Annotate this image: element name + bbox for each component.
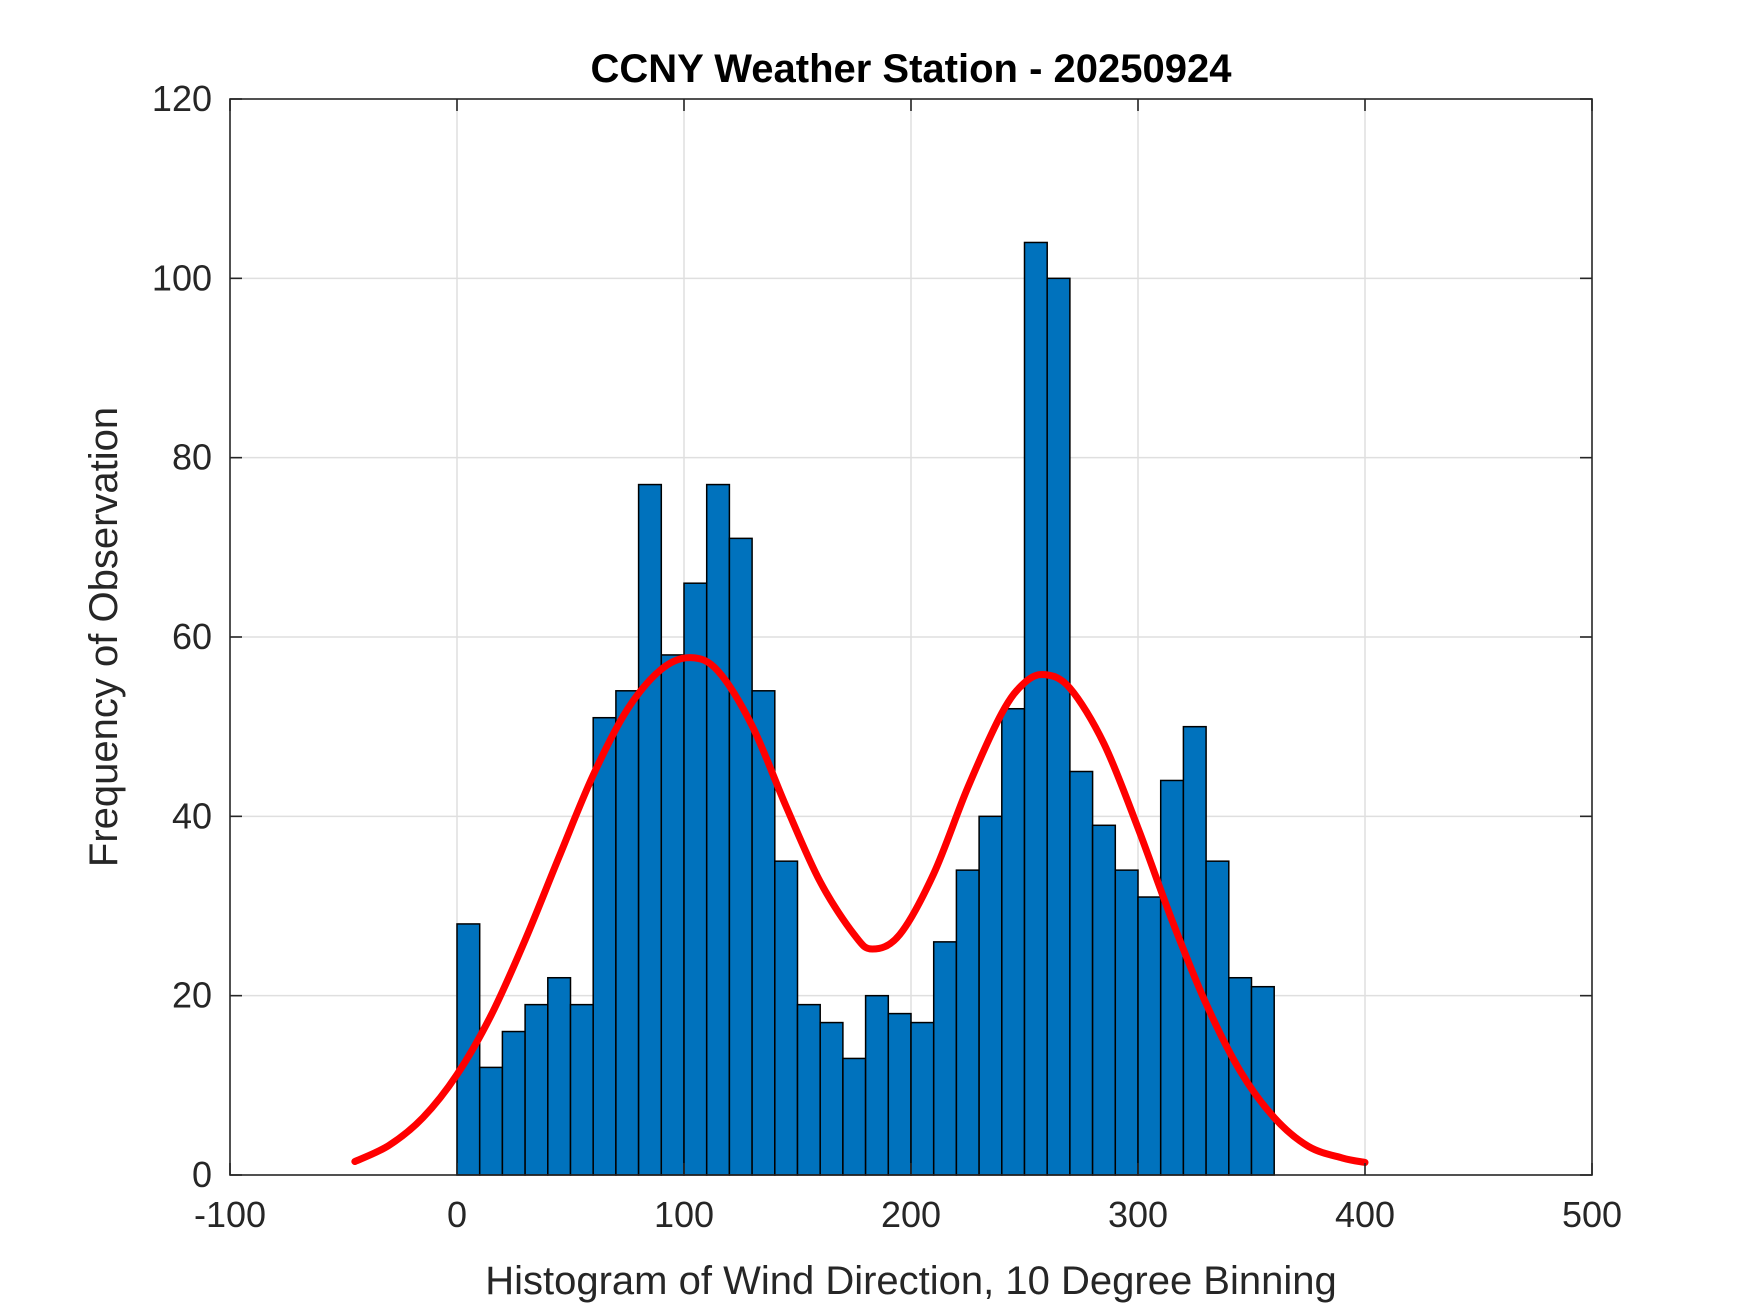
fit-curve-line bbox=[351, 654, 1369, 1166]
histogram-bar bbox=[1159, 779, 1185, 1176]
histogram-bar bbox=[819, 1021, 844, 1176]
y-tick-label: 0 bbox=[192, 1154, 212, 1195]
histogram-bar bbox=[660, 654, 685, 1176]
histogram-bar bbox=[887, 1012, 912, 1176]
histogram-bar bbox=[1046, 277, 1071, 1176]
histogram-bar bbox=[978, 815, 1003, 1176]
histogram-bar bbox=[864, 994, 890, 1176]
y-tick-label: 80 bbox=[172, 437, 212, 478]
histogram-bar bbox=[547, 976, 572, 1176]
histogram-bar bbox=[932, 941, 958, 1176]
histogram-bar bbox=[796, 1003, 821, 1176]
x-axis-label: Histogram of Wind Direction, 10 Degree B… bbox=[485, 1259, 1337, 1303]
y-tick-label: 120 bbox=[152, 78, 212, 119]
y-tick-label: 100 bbox=[152, 257, 212, 298]
histogram-bar bbox=[955, 869, 980, 1176]
x-tick-label: 0 bbox=[447, 1194, 467, 1235]
histogram-bar bbox=[569, 1003, 594, 1176]
histogram-bar bbox=[1091, 824, 1117, 1176]
y-tick-label: 40 bbox=[172, 795, 212, 836]
histogram-bar bbox=[842, 1057, 867, 1176]
histogram-bar bbox=[615, 690, 640, 1176]
histogram-bar bbox=[1069, 770, 1094, 1176]
histogram-bar bbox=[1114, 869, 1139, 1176]
y-tick-label: 60 bbox=[172, 616, 212, 657]
histogram-bar bbox=[1023, 241, 1048, 1176]
chart-title: CCNY Weather Station - 20250924 bbox=[591, 47, 1233, 91]
histogram-bar bbox=[524, 1003, 549, 1176]
x-tick-label: 300 bbox=[1108, 1194, 1168, 1235]
histogram-bar bbox=[1137, 896, 1162, 1176]
histogram-bar bbox=[910, 1021, 935, 1176]
histogram-bar bbox=[728, 537, 753, 1176]
x-tick-label: 500 bbox=[1562, 1194, 1622, 1235]
histogram-bar bbox=[683, 582, 708, 1176]
histogram-bar bbox=[1001, 707, 1026, 1176]
histogram-bar bbox=[705, 483, 731, 1176]
y-axis-label: Frequency of Observation bbox=[82, 407, 126, 867]
x-tick-label: -100 bbox=[194, 1194, 266, 1235]
x-tick-label: 100 bbox=[654, 1194, 714, 1235]
histogram-bar bbox=[478, 1066, 504, 1176]
histogram-bar bbox=[592, 716, 617, 1176]
fit-curve-layer bbox=[351, 654, 1369, 1166]
histogram-bars bbox=[456, 241, 1275, 1176]
x-tick-label: 400 bbox=[1335, 1194, 1395, 1235]
y-tick-label: 20 bbox=[172, 975, 212, 1016]
histogram-bar bbox=[774, 860, 799, 1176]
x-tick-label: 200 bbox=[881, 1194, 941, 1235]
x-tick-labels: -100 0 100 200 300 400 500 bbox=[194, 1194, 1622, 1235]
histogram-bar bbox=[637, 483, 663, 1176]
y-tick-labels: 0 20 40 60 80 100 120 bbox=[152, 78, 212, 1195]
axis-ticks bbox=[229, 98, 1593, 1176]
histogram-bar bbox=[1250, 985, 1275, 1176]
histogram-bar bbox=[501, 1030, 526, 1176]
